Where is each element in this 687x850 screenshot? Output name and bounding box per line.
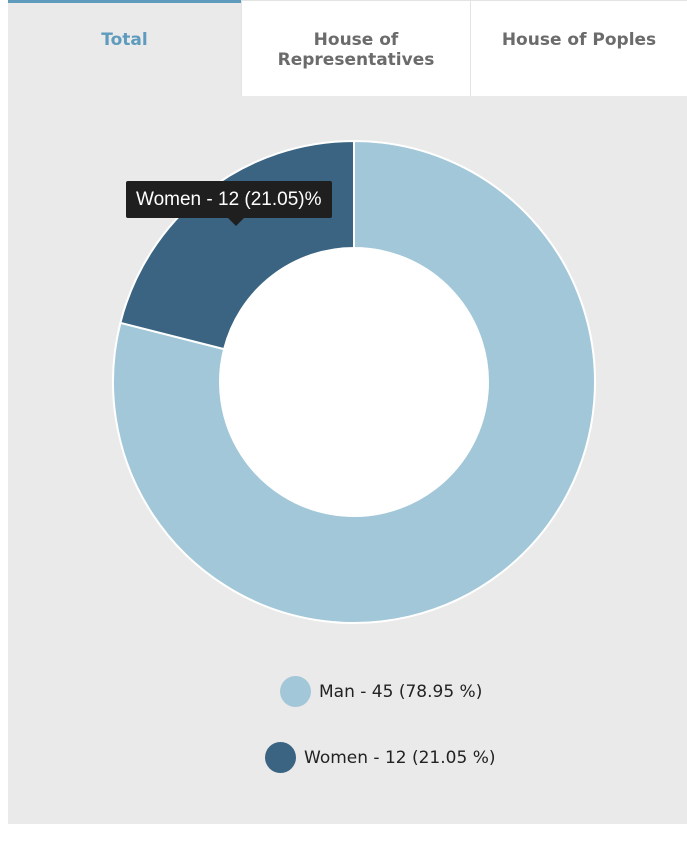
donut-hole <box>220 248 488 516</box>
tab-total-label: Total <box>101 30 148 50</box>
chart-panel: Women - 12 (21.05)% Man - 45 (78.95 %) W… <box>8 96 687 824</box>
tab-house-of-representatives[interactable]: House of Representatives <box>241 0 471 96</box>
chart-tooltip: Women - 12 (21.05)% <box>126 181 332 226</box>
tab-bar: Total House of Representatives House of … <box>8 0 687 96</box>
legend-swatch-man <box>280 676 311 707</box>
tab-house-of-representatives-label: House of Representatives <box>277 30 435 70</box>
donut-chart <box>112 139 596 624</box>
legend-item-man[interactable]: Man - 45 (78.95 %) <box>280 676 482 707</box>
tab-house-of-poples-label: House of Poples <box>501 30 657 50</box>
tab-total[interactable]: Total <box>8 0 241 96</box>
tab-house-of-poples[interactable]: House of Poples <box>471 0 687 96</box>
legend-label-women: Women - 12 (21.05 %) <box>304 747 496 768</box>
legend-label-man: Man - 45 (78.95 %) <box>319 681 483 702</box>
legend-swatch-women <box>265 742 296 773</box>
legend-item-women[interactable]: Women - 12 (21.05 %) <box>265 742 495 773</box>
